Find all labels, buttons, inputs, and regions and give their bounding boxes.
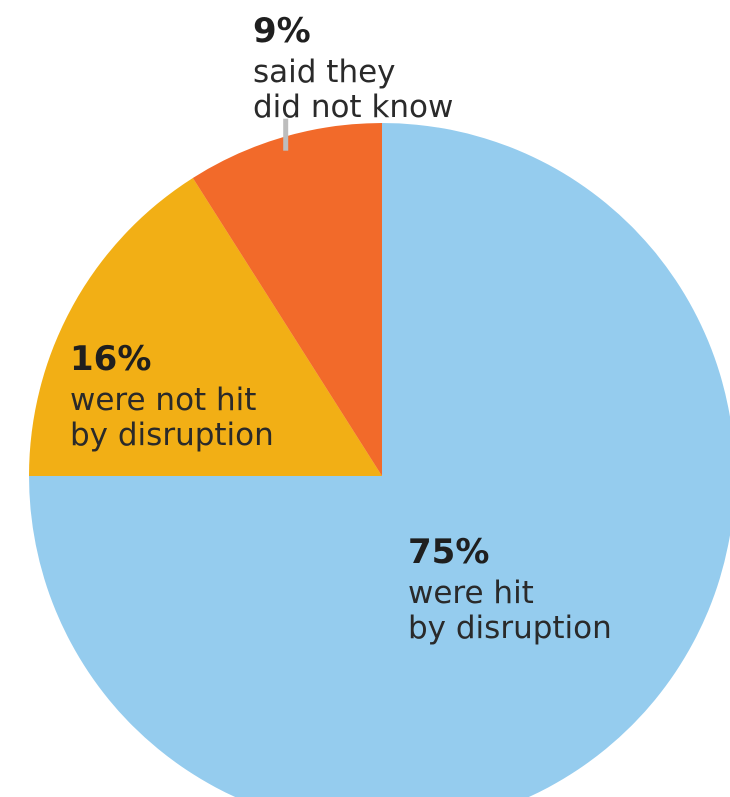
pie-slice-75pct: [29, 123, 730, 797]
slice-value-label: 9%: [253, 11, 311, 51]
pie-slice-16pct: [28, 177, 382, 476]
slice-description-line: by disruption: [70, 417, 274, 453]
slice-description-line: did not know: [253, 89, 453, 125]
pie-slices: [28, 123, 730, 797]
slice-value-label: 75%: [408, 532, 489, 572]
slice-description-line: were hit: [408, 575, 534, 611]
slice-description-line: were not hit: [70, 382, 256, 418]
pie-slice-9pct: [192, 123, 382, 476]
slice-description-line: said they: [253, 54, 396, 90]
slice-value-label: 16%: [70, 339, 151, 379]
slice-description-line: by disruption: [408, 610, 612, 646]
